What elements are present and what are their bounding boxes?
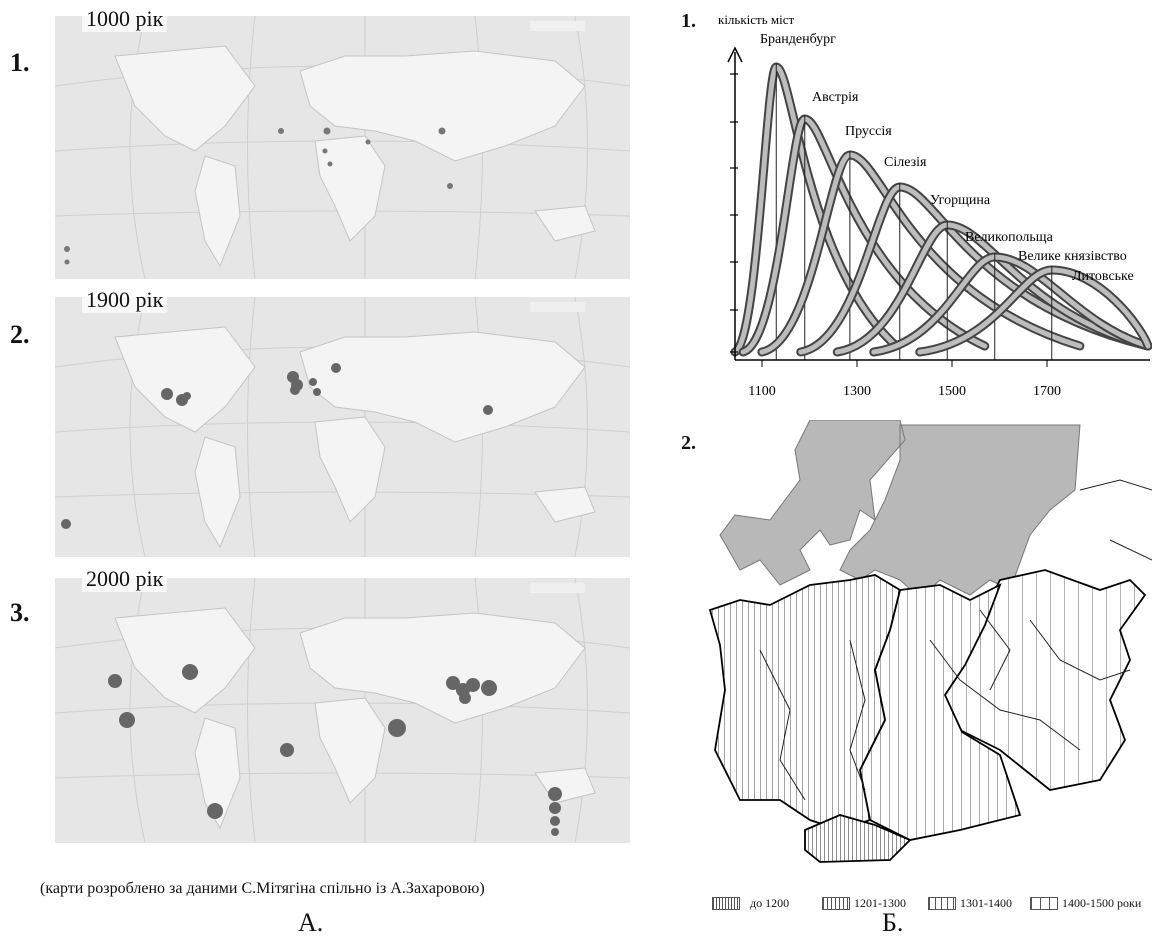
map-source-note: (карти розроблено за даними С.Мітягіна с… (40, 880, 485, 897)
city-growth-chart: 1100 1300 1500 1700 Бранденбург Австрія Прусс… (718, 12, 1152, 399)
series-label-7a: Велике князівство (1018, 249, 1127, 264)
region-1201-1300 (708, 574, 902, 831)
map-2-year: 1900 рік (82, 287, 168, 313)
series-label-5: Угорщина (930, 193, 991, 208)
x-tick-label-2: 1300 (843, 384, 871, 399)
panel-a-letter: А. (298, 908, 324, 937)
region-before-1200 (804, 814, 912, 863)
legend-swatch (928, 897, 956, 910)
legend-swatch (822, 897, 850, 910)
map-2-number: 2. (10, 320, 30, 349)
world-map-1000 (55, 16, 630, 279)
series-label-4: Сілезія (884, 155, 927, 170)
panel-b-letter: Б. (882, 908, 904, 937)
legend-1201-1300: 1201-1300 (822, 896, 906, 911)
territory-map (708, 420, 1152, 863)
series-label-3: Пруссія (845, 124, 892, 139)
map-number: 2. (681, 432, 696, 454)
world-map-1900 (55, 297, 630, 557)
series-label-7b: Литовське (1072, 269, 1134, 284)
map-3-year: 2000 рік (82, 566, 168, 592)
series-label-6: Великопольща (965, 230, 1054, 245)
legend-1400-1500: 1400-1500 роки (1030, 896, 1141, 911)
y-axis-label: кількість міст (718, 12, 795, 27)
baltic-sea (719, 420, 1081, 599)
chart-number: 1. (681, 10, 696, 32)
map-3-number: 3. (10, 598, 30, 627)
map-1-number: 1. (10, 48, 30, 77)
curve-2 (738, 114, 990, 357)
legend-before-1200: до 1200 (712, 896, 789, 911)
map-1-year: 1000 рік (82, 6, 168, 32)
series-label-2: Австрія (812, 90, 859, 105)
series-label-1: Бранденбург (760, 32, 836, 47)
curve-1 (730, 62, 901, 357)
legend-swatch (1030, 897, 1058, 910)
curve-4 (796, 182, 1152, 357)
world-map-2000 (55, 578, 630, 843)
legend-1301-1400: 1301-1400 (928, 896, 1012, 911)
x-tick-label-1: 1100 (748, 384, 775, 399)
y-axis-arrow (727, 46, 743, 63)
x-tick-label-4: 1700 (1033, 384, 1061, 399)
legend-swatch (712, 897, 740, 910)
x-tick-label-3: 1500 (938, 384, 966, 399)
